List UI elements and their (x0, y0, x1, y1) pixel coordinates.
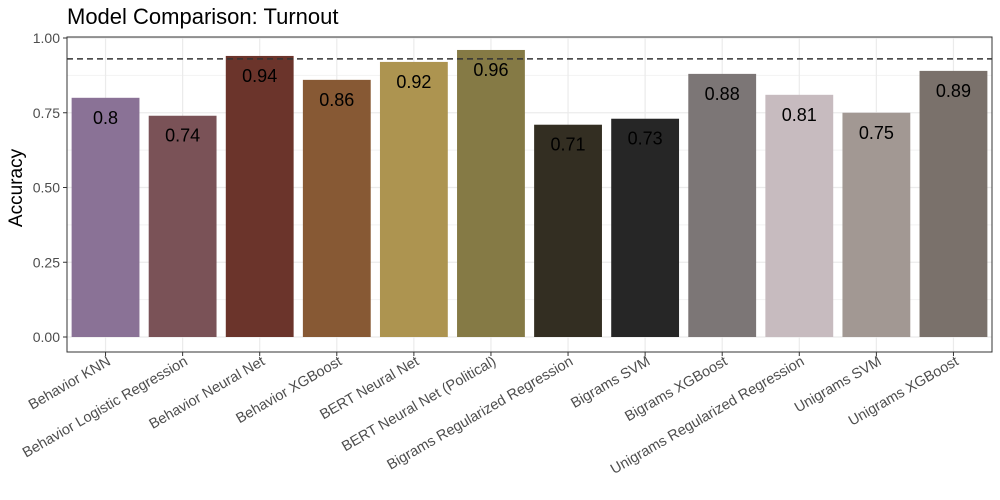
y-tick-label: 0.25 (33, 254, 60, 270)
data-label: 0.92 (396, 72, 431, 92)
data-label: 0.94 (242, 66, 277, 86)
y-tick-label: 0.00 (33, 329, 60, 345)
bar (688, 73, 757, 337)
bar (919, 70, 988, 337)
plot-border (66, 36, 993, 353)
data-label: 0.8 (93, 108, 118, 128)
bar (71, 97, 140, 337)
chart-title: Model Comparison: Turnout (67, 4, 338, 29)
data-labels: 0.8 0.74 0.94 0.86 0.92 0.96 0.71 0.73 0.88 0.81 0… (93, 60, 971, 155)
data-label: 0.74 (165, 126, 200, 146)
data-label: 0.96 (473, 60, 508, 80)
data-label: 0.81 (782, 105, 817, 125)
data-label: 0.71 (551, 135, 586, 155)
bar (611, 118, 680, 337)
y-axis-label: Accuracy (6, 148, 27, 227)
bar (225, 55, 294, 337)
data-label: 0.73 (628, 129, 663, 149)
y-tick-label: 1.00 (33, 30, 60, 46)
y-tick-label: 0.50 (33, 180, 60, 196)
bar (765, 94, 834, 337)
bar (457, 49, 525, 338)
data-label: 0.75 (859, 123, 894, 143)
data-label: 0.86 (319, 90, 354, 110)
data-label: 0.88 (705, 84, 740, 104)
bar (148, 115, 217, 338)
y-tick-label: 0.75 (33, 105, 60, 121)
bar (534, 124, 602, 338)
bar (379, 61, 448, 338)
data-label: 0.89 (936, 81, 971, 101)
bar (302, 79, 371, 338)
bar (842, 112, 911, 337)
y-axis: 0.00 0.25 0.50 0.75 1.00 (33, 30, 67, 345)
bars (71, 49, 988, 338)
